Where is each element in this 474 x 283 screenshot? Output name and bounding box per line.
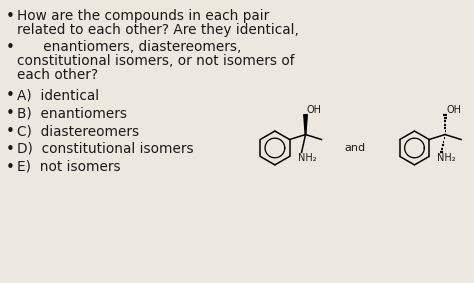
Text: •: • <box>6 88 15 103</box>
Text: B)  enantiomers: B) enantiomers <box>17 106 127 120</box>
Text: How are the compounds in each pair: How are the compounds in each pair <box>17 9 269 23</box>
Text: related to each other? Are they identical,: related to each other? Are they identica… <box>17 23 299 37</box>
Text: E)  not isomers: E) not isomers <box>17 160 120 174</box>
Text: and: and <box>344 143 365 153</box>
Text: constitutional isomers, or not isomers of: constitutional isomers, or not isomers o… <box>17 54 294 68</box>
Text: OH: OH <box>307 105 321 115</box>
Text: enantiomers, diastereomers,: enantiomers, diastereomers, <box>17 40 241 55</box>
Text: OH: OH <box>446 105 461 115</box>
Polygon shape <box>304 115 307 134</box>
Text: •: • <box>6 9 15 24</box>
Text: C)  diastereomers: C) diastereomers <box>17 124 139 138</box>
Text: •: • <box>6 106 15 121</box>
Text: each other?: each other? <box>17 68 98 82</box>
Text: A)  identical: A) identical <box>17 88 99 102</box>
Text: •: • <box>6 142 15 157</box>
Text: NH₂: NH₂ <box>437 153 456 164</box>
Text: •: • <box>6 40 15 55</box>
Text: D)  constitutional isomers: D) constitutional isomers <box>17 142 193 156</box>
Text: •: • <box>6 124 15 139</box>
Text: •: • <box>6 160 15 175</box>
Text: NH₂: NH₂ <box>298 153 316 164</box>
